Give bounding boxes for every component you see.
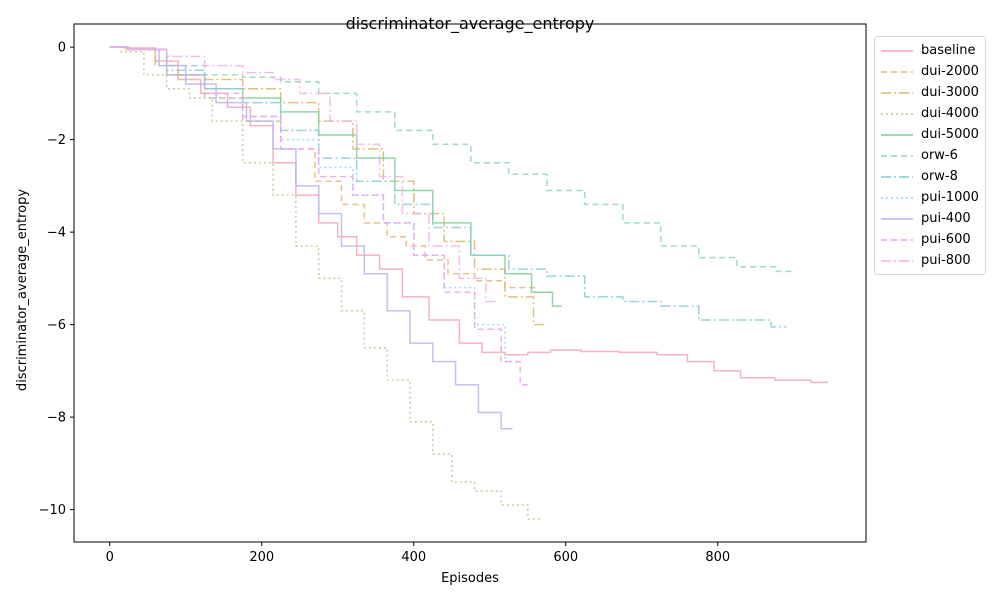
legend-item-dui-2000: dui-2000 xyxy=(875,61,985,82)
x-tick-label: 800 xyxy=(705,550,730,565)
legend-item-dui-3000: dui-3000 xyxy=(875,82,985,103)
series-line-pui-600 xyxy=(109,46,528,386)
y-tick-label: 0 xyxy=(58,41,66,56)
series-line-dui-3000 xyxy=(109,46,547,326)
legend-item-orw-8: orw-8 xyxy=(875,166,985,187)
x-tick-label: 200 xyxy=(249,550,274,565)
legend-label: dui-4000 xyxy=(921,106,979,121)
legend-item-dui-4000: dui-4000 xyxy=(875,103,985,124)
legend-item-pui-400: pui-400 xyxy=(875,208,985,229)
legend-swatch xyxy=(881,259,913,262)
series-line-baseline xyxy=(109,46,828,384)
x-tick-label: 400 xyxy=(401,550,426,565)
series-line-orw-8 xyxy=(109,46,787,328)
chart-title: discriminator_average_entropy xyxy=(346,14,595,34)
series-line-pui-1000 xyxy=(109,46,521,363)
x-axis-label: Episodes xyxy=(441,571,499,586)
legend-label: pui-400 xyxy=(921,211,971,226)
y-axis: 0 −2 −4 −6 −8 −10 xyxy=(39,41,74,518)
legend-swatch xyxy=(881,238,913,241)
y-axis-label: discriminator_average_entropy xyxy=(15,189,30,391)
series-line-pui-800 xyxy=(109,46,498,303)
legend-item-pui-800: pui-800 xyxy=(875,250,985,271)
legend-label: pui-600 xyxy=(921,232,971,247)
legend-label: pui-800 xyxy=(921,253,971,268)
legend-item-baseline: baseline xyxy=(875,40,985,61)
legend-label: dui-5000 xyxy=(921,127,979,142)
legend-swatch xyxy=(881,196,913,199)
x-tick-label: 600 xyxy=(553,550,578,565)
x-axis: 0 200 400 600 800 xyxy=(106,542,730,565)
series-line-orw-6 xyxy=(109,46,794,273)
series-line-pui-400 xyxy=(109,46,513,430)
series-layer xyxy=(109,46,828,520)
legend-item-orw-6: orw-6 xyxy=(875,145,985,166)
legend-swatch xyxy=(881,133,913,136)
y-tick-label: −2 xyxy=(47,133,66,148)
legend-item-dui-5000: dui-5000 xyxy=(875,124,985,145)
legend-label: baseline xyxy=(921,43,976,58)
legend-swatch xyxy=(881,49,913,52)
legend-swatch xyxy=(881,112,913,115)
legend-swatch xyxy=(881,175,913,178)
plot-frame xyxy=(73,23,867,543)
legend-label: orw-8 xyxy=(921,169,958,184)
legend-label: pui-1000 xyxy=(921,190,979,205)
legend-swatch xyxy=(881,217,913,220)
legend-item-pui-600: pui-600 xyxy=(875,229,985,250)
legend-label: orw-6 xyxy=(921,148,958,163)
series-line-dui-4000 xyxy=(109,46,543,520)
legend-item-pui-1000: pui-1000 xyxy=(875,187,985,208)
legend-swatch xyxy=(881,91,913,94)
y-tick-label: −6 xyxy=(47,318,66,333)
legend-label: dui-2000 xyxy=(921,64,979,79)
x-tick-label: 0 xyxy=(106,550,114,565)
legend-swatch xyxy=(881,70,913,73)
legend: baseline dui-2000 dui-3000 dui-4000 dui-5000… xyxy=(874,36,986,275)
y-tick-label: −10 xyxy=(39,503,66,518)
legend-label: dui-3000 xyxy=(921,85,979,100)
legend-swatch xyxy=(881,154,913,157)
y-tick-label: −4 xyxy=(47,226,66,241)
y-tick-label: −8 xyxy=(47,411,66,426)
